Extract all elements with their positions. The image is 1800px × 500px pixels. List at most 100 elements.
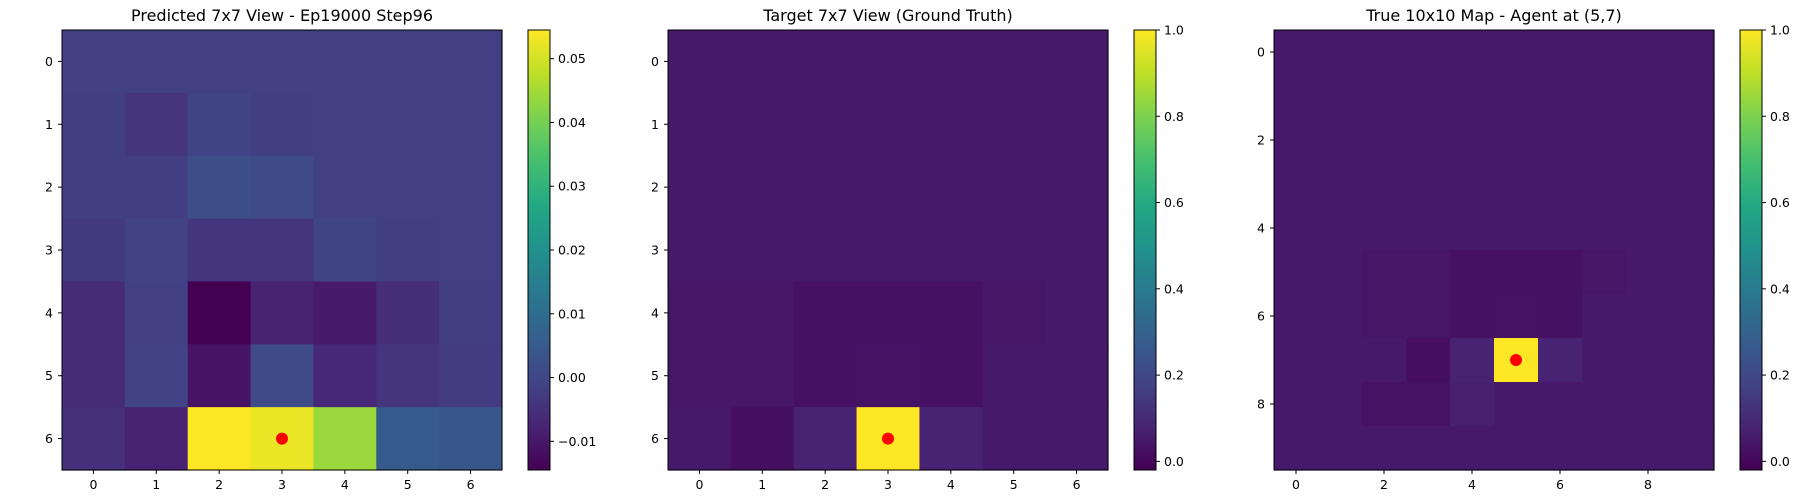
heatmap-cell (730, 281, 795, 345)
heatmap-cell (1406, 426, 1451, 471)
colorbar-tick-label: 0.04 (558, 115, 586, 130)
heatmap-cell (439, 218, 503, 283)
x-tick-label: 3 (278, 477, 286, 492)
heatmap-cell (1582, 426, 1627, 471)
heatmap-cell (124, 281, 189, 345)
y-ticks-target: 0 1 2 3 4 5 6 (651, 54, 668, 446)
y-tick-label: 6 (45, 431, 53, 446)
heatmap-cell (313, 92, 377, 157)
x-tick-label: 0 (1292, 477, 1300, 492)
colorbar-tick-label: −0.01 (558, 434, 596, 449)
heatmap-cell (1318, 74, 1363, 119)
heatmap-cell (730, 92, 795, 157)
heatmap-cell (62, 344, 126, 408)
heatmap-cells-predicted (62, 30, 503, 471)
heatmap-cell (856, 344, 921, 408)
heatmap-cell (1494, 206, 1539, 251)
y-tick-label: 5 (45, 368, 53, 383)
heatmap-cell (1670, 426, 1715, 471)
heatmap-cell (1494, 426, 1539, 471)
heatmap-cell (1670, 294, 1715, 339)
x-tick-label: 1 (152, 477, 160, 492)
heatmap-cell (62, 218, 126, 283)
heatmap-cell (250, 30, 315, 94)
heatmap-cell (1406, 74, 1451, 119)
heatmap-cell (1626, 206, 1671, 251)
heatmap-cell (439, 344, 503, 408)
heatmap-cell (793, 30, 858, 94)
colorbar-tick-label: 0.0 (1770, 454, 1790, 469)
heatmap-cell (62, 407, 126, 471)
agent-markers-target (882, 432, 894, 445)
heatmap-cell (919, 344, 983, 408)
heatmap-cell (1362, 206, 1407, 251)
x-tick-label: 2 (821, 477, 829, 492)
heatmap-cell (1582, 206, 1627, 251)
heatmap-cell (1318, 250, 1363, 295)
heatmap-cell (250, 218, 315, 283)
heatmap-cell (1274, 74, 1319, 119)
y-tick-label: 3 (651, 243, 659, 258)
heatmap-cell (1450, 118, 1495, 163)
heatmap-cell (1450, 382, 1495, 427)
colorbar-tick-label: 0.2 (1770, 368, 1790, 383)
heatmap-cell (1670, 118, 1715, 163)
y-tick-label: 6 (1257, 309, 1265, 324)
colorbar-tick-label: 0.00 (558, 370, 586, 385)
y-tick-label: 3 (45, 243, 53, 258)
x-tick-label: 1 (758, 477, 766, 492)
heatmap-cell (1450, 338, 1495, 383)
heatmap-cell (1626, 118, 1671, 163)
heatmap-cell (982, 30, 1046, 94)
colorbar-tick-label: 0.01 (558, 306, 586, 321)
heatmap-cell (1538, 206, 1583, 251)
heatmap-cell (1670, 382, 1715, 427)
heatmap-cell (982, 218, 1046, 283)
heatmap-cell (1362, 382, 1407, 427)
colorbar-target: 0.0 0.2 0.4 0.6 0.8 1.0 (1133, 23, 1184, 471)
x-tick-label: 4 (947, 477, 955, 492)
heatmap-cell (919, 218, 983, 283)
heatmap-cell (730, 30, 795, 94)
heatmap-cell (1538, 426, 1583, 471)
heatmap-cell (1582, 30, 1627, 75)
heatmap-cell (1494, 382, 1539, 427)
x-tick-label: 5 (1010, 477, 1018, 492)
x-tick-label: 0 (89, 477, 97, 492)
heatmap-cell (982, 281, 1046, 345)
heatmap-cell (1450, 30, 1495, 75)
heatmap-cell (62, 30, 126, 94)
heatmap-cell (1494, 250, 1539, 295)
x-ticks-true-map: 0 2 4 6 8 (1292, 470, 1652, 492)
heatmap-cell (1494, 162, 1539, 207)
colorbar-true-map: 0.0 0.2 0.4 0.6 0.8 1.0 (1739, 23, 1790, 471)
heatmap-cell (668, 218, 732, 283)
panel-target: Target 7x7 View (Ground Truth) 0 1 2 3 4 5 6 0… (651, 6, 1184, 492)
heatmap-cell (1670, 250, 1715, 295)
plot-frame-true-map (1273, 29, 1715, 471)
heatmap-cell (1045, 407, 1109, 471)
heatmap-cell (1582, 118, 1627, 163)
y-tick-label: 0 (45, 54, 53, 69)
heatmap-cell (439, 407, 503, 471)
colorbar-tick-label: 0.2 (1164, 368, 1184, 383)
heatmap-cell (793, 218, 858, 283)
heatmap-cell (919, 155, 983, 220)
x-tick-label: 8 (1644, 477, 1652, 492)
heatmap-cell (1045, 218, 1109, 283)
heatmap-cell (856, 281, 921, 345)
heatmap-cell (856, 92, 921, 157)
heatmap-cell (1045, 155, 1109, 220)
colorbar-tick-label: 0.4 (1164, 281, 1184, 296)
x-tick-label: 2 (215, 477, 223, 492)
x-tick-label: 2 (1380, 477, 1388, 492)
heatmap-cell (376, 155, 440, 220)
heatmap-cell (1538, 382, 1583, 427)
y-ticks-predicted: 0 1 2 3 4 5 6 (45, 54, 62, 446)
heatmap-cell (313, 30, 377, 94)
heatmap-cell (919, 407, 983, 471)
heatmap-cells-target (668, 30, 1109, 471)
heatmap-cell (439, 281, 503, 345)
x-tick-label: 3 (884, 477, 892, 492)
